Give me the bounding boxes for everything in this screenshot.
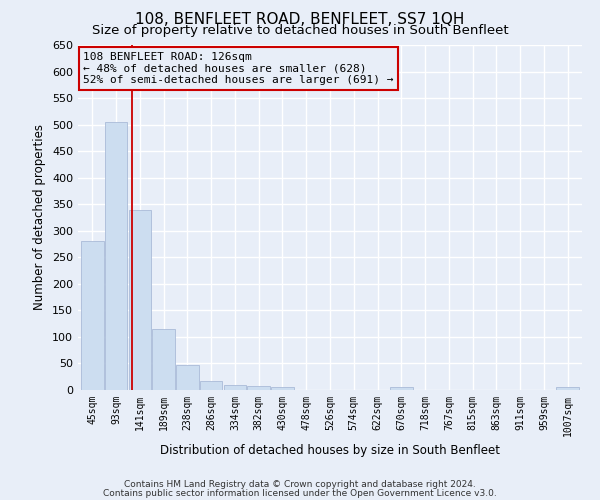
Bar: [152, 329, 175, 390]
Text: Contains public sector information licensed under the Open Government Licence v3: Contains public sector information licen…: [103, 490, 497, 498]
Bar: [200, 381, 223, 390]
Y-axis label: Number of detached properties: Number of detached properties: [34, 124, 46, 310]
Text: Size of property relative to detached houses in South Benfleet: Size of property relative to detached ho…: [92, 24, 508, 37]
Bar: [128, 210, 151, 390]
X-axis label: Distribution of detached houses by size in South Benfleet: Distribution of detached houses by size …: [160, 444, 500, 458]
Bar: [390, 388, 413, 390]
Bar: [224, 384, 246, 390]
Bar: [176, 365, 199, 390]
Text: 108, BENFLEET ROAD, BENFLEET, SS7 1QH: 108, BENFLEET ROAD, BENFLEET, SS7 1QH: [136, 12, 464, 28]
Text: Contains HM Land Registry data © Crown copyright and database right 2024.: Contains HM Land Registry data © Crown c…: [124, 480, 476, 489]
Bar: [105, 122, 127, 390]
Bar: [247, 386, 270, 390]
Bar: [556, 388, 579, 390]
Text: 108 BENFLEET ROAD: 126sqm
← 48% of detached houses are smaller (628)
52% of semi: 108 BENFLEET ROAD: 126sqm ← 48% of detac…: [83, 52, 394, 85]
Bar: [81, 242, 104, 390]
Bar: [271, 388, 294, 390]
